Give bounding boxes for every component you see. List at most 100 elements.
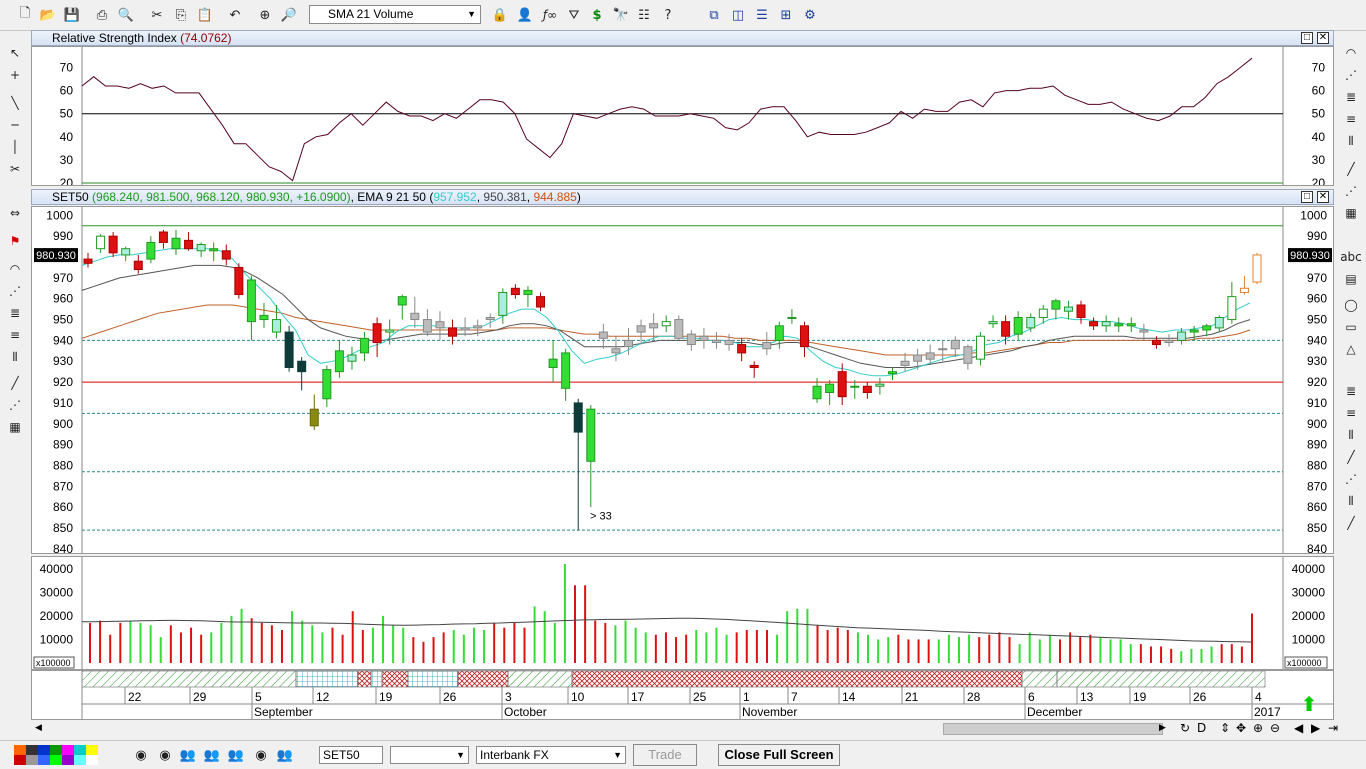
volume-bar bbox=[412, 637, 415, 663]
function-icon[interactable]: ƒ∞ bbox=[542, 8, 558, 22]
open-folder-icon[interactable]: 📂 bbox=[39, 7, 57, 23]
users-icon[interactable]: 👥 bbox=[276, 747, 294, 763]
line-tool-icon[interactable]: ╱ bbox=[11, 376, 19, 390]
ellipse-icon[interactable]: ◯ bbox=[1344, 298, 1358, 312]
fan-icon[interactable]: ⋰ bbox=[9, 284, 21, 298]
fibo-time-icon[interactable]: ≡ bbox=[1345, 112, 1357, 126]
lock-icon[interactable]: 🔒 bbox=[491, 7, 509, 23]
refresh-icon[interactable]: ↻ bbox=[1180, 721, 1191, 735]
signal-icon[interactable]: ⛛ bbox=[568, 7, 580, 23]
trade-button[interactable]: Trade bbox=[633, 744, 697, 766]
zoom-in-icon[interactable]: ⊕ bbox=[1253, 721, 1264, 735]
gann-fan-icon[interactable]: ⋰ bbox=[1345, 184, 1357, 198]
rectangle-icon[interactable]: ▭ bbox=[1345, 320, 1357, 334]
data-source-select[interactable]: Interbank FX ▼ bbox=[476, 746, 626, 764]
line-tool-icon[interactable]: ╱ bbox=[1347, 162, 1355, 176]
binoculars-icon[interactable]: 🔭 bbox=[612, 7, 630, 23]
undo-icon[interactable]: ↶ bbox=[229, 7, 241, 23]
trend-band bbox=[507, 670, 573, 688]
cycle-lines-icon[interactable]: ⦀ bbox=[12, 349, 18, 364]
help-icon[interactable]: ? bbox=[664, 7, 672, 23]
daily-icon[interactable]: D bbox=[1197, 721, 1207, 735]
browser-icon[interactable]: ◉ bbox=[159, 747, 171, 763]
pointer-icon[interactable]: ↖ bbox=[9, 46, 21, 60]
horizontal-line-icon[interactable]: ─ bbox=[11, 118, 19, 132]
arc-icon[interactable]: ◠ bbox=[1345, 46, 1357, 60]
line-tool-icon[interactable]: ╱ bbox=[1347, 450, 1355, 464]
close-full-screen-button[interactable]: Close Full Screen bbox=[718, 744, 840, 766]
arc-icon[interactable]: ◠ bbox=[9, 262, 21, 276]
flag-icon[interactable]: ⚑ bbox=[9, 234, 21, 248]
print-icon[interactable]: ⎙ bbox=[96, 7, 108, 23]
save-icon[interactable]: 💾 bbox=[63, 7, 81, 23]
close-icon[interactable]: ✕ bbox=[1317, 32, 1329, 44]
end-icon[interactable]: ⇥ bbox=[1328, 721, 1339, 735]
grid-pattern-icon[interactable]: ▦ bbox=[1345, 206, 1357, 220]
scroll-arrows-icon[interactable]: ⇔ bbox=[9, 206, 21, 220]
list-icon[interactable]: ☷ bbox=[638, 7, 650, 23]
users-icon[interactable]: 👥 bbox=[227, 747, 245, 763]
copy-icon[interactable]: ⎘ bbox=[175, 7, 187, 23]
grid-pattern-icon[interactable]: ▦ bbox=[9, 420, 21, 434]
gann-fan-icon[interactable]: ⋰ bbox=[1345, 472, 1357, 486]
tile-grid-icon[interactable]: ⊞ bbox=[780, 7, 792, 23]
maximize-icon[interactable]: □ bbox=[1301, 191, 1313, 203]
move-icon[interactable]: ✥ bbox=[1236, 721, 1247, 735]
users-icon[interactable]: 👥 bbox=[203, 747, 221, 763]
trendline-icon[interactable]: ╲ bbox=[11, 96, 19, 110]
fan-icon[interactable]: ⋰ bbox=[1345, 68, 1357, 82]
new-file-icon[interactable]: 🗋 bbox=[19, 6, 31, 21]
line-tool-icon[interactable]: ╱ bbox=[1347, 516, 1355, 530]
dollar-icon[interactable]: $ bbox=[592, 7, 602, 23]
next-icon[interactable]: ▶ bbox=[1311, 721, 1321, 735]
text-tool-icon[interactable]: abc bbox=[1340, 250, 1362, 264]
vertical-line-icon[interactable]: │ bbox=[11, 140, 19, 154]
crosshair-icon[interactable]: ⊕ bbox=[259, 7, 271, 23]
close-icon[interactable]: ✕ bbox=[1317, 191, 1329, 203]
fibonacci-icon[interactable]: ≣ bbox=[1345, 384, 1357, 398]
cycle-lines-icon[interactable]: ⦀ bbox=[1348, 133, 1354, 148]
gann-fan-icon[interactable]: ⋰ bbox=[9, 398, 21, 412]
interval-select[interactable]: ▼ bbox=[390, 746, 469, 764]
volume-bar bbox=[321, 632, 324, 663]
maximize-icon[interactable]: □ bbox=[1301, 32, 1313, 44]
cycle-lines-icon[interactable]: ⦀ bbox=[1348, 427, 1354, 442]
candle-body bbox=[1001, 321, 1011, 337]
users-icon[interactable]: 👥 bbox=[179, 747, 197, 763]
candle-body bbox=[1026, 316, 1036, 329]
table-icon[interactable]: ▤ bbox=[1345, 272, 1357, 286]
user-icon[interactable]: 👤 bbox=[516, 7, 534, 23]
delete-drawing-icon[interactable]: ✂ bbox=[9, 162, 21, 176]
tile-vertical-icon[interactable]: ◫ bbox=[731, 7, 745, 23]
cut-icon[interactable]: ✂ bbox=[151, 7, 163, 23]
cycle-lines-icon[interactable]: ⦀ bbox=[1348, 493, 1354, 508]
zoom-icon[interactable]: 🔎 bbox=[280, 7, 298, 23]
previous-icon[interactable]: ◀ bbox=[1294, 721, 1304, 735]
print-preview-icon[interactable]: 🔍 bbox=[117, 7, 135, 23]
volume-tick-label-right: 10000 bbox=[1292, 632, 1326, 646]
paste-icon[interactable]: 📋 bbox=[196, 7, 214, 23]
go-up-icon[interactable]: ⬆ bbox=[1300, 692, 1318, 716]
fibo-time-icon[interactable]: ≡ bbox=[1345, 406, 1357, 420]
crosshair-icon[interactable]: + bbox=[9, 68, 21, 82]
symbol-input[interactable]: SET50 bbox=[319, 746, 383, 764]
cascade-window-icon[interactable]: ⧉ bbox=[709, 7, 719, 23]
triangle-icon[interactable]: △ bbox=[1346, 342, 1356, 356]
horizontal-scrollbar[interactable]: ◀ ▶ bbox=[31, 722, 1171, 737]
browser-icon[interactable]: ◉ bbox=[135, 747, 147, 763]
scroll-thumb[interactable] bbox=[943, 723, 1163, 735]
candle-body bbox=[561, 352, 571, 389]
settings-icon[interactable]: ⚙ bbox=[804, 7, 816, 23]
scroll-left-icon[interactable]: ◀ bbox=[35, 722, 42, 732]
browser-icon[interactable]: ◉ bbox=[255, 747, 267, 763]
indicator-select[interactable]: SMA 21 Volume ▼ bbox=[309, 5, 481, 24]
fibo-time-icon[interactable]: ≡ bbox=[9, 328, 21, 342]
vertical-zoom-icon[interactable]: ⇕ bbox=[1220, 721, 1231, 735]
tile-horizontal-icon[interactable]: ☰ bbox=[756, 7, 768, 23]
fibonacci-icon[interactable]: ≣ bbox=[9, 306, 21, 320]
zoom-out-icon[interactable]: ⊖ bbox=[1270, 721, 1281, 735]
fibonacci-icon[interactable]: ≣ bbox=[1345, 90, 1357, 104]
color-palette[interactable] bbox=[14, 745, 98, 765]
scroll-right-icon[interactable]: ▶ bbox=[1159, 722, 1166, 732]
date-tick-label: 25 bbox=[693, 690, 707, 704]
